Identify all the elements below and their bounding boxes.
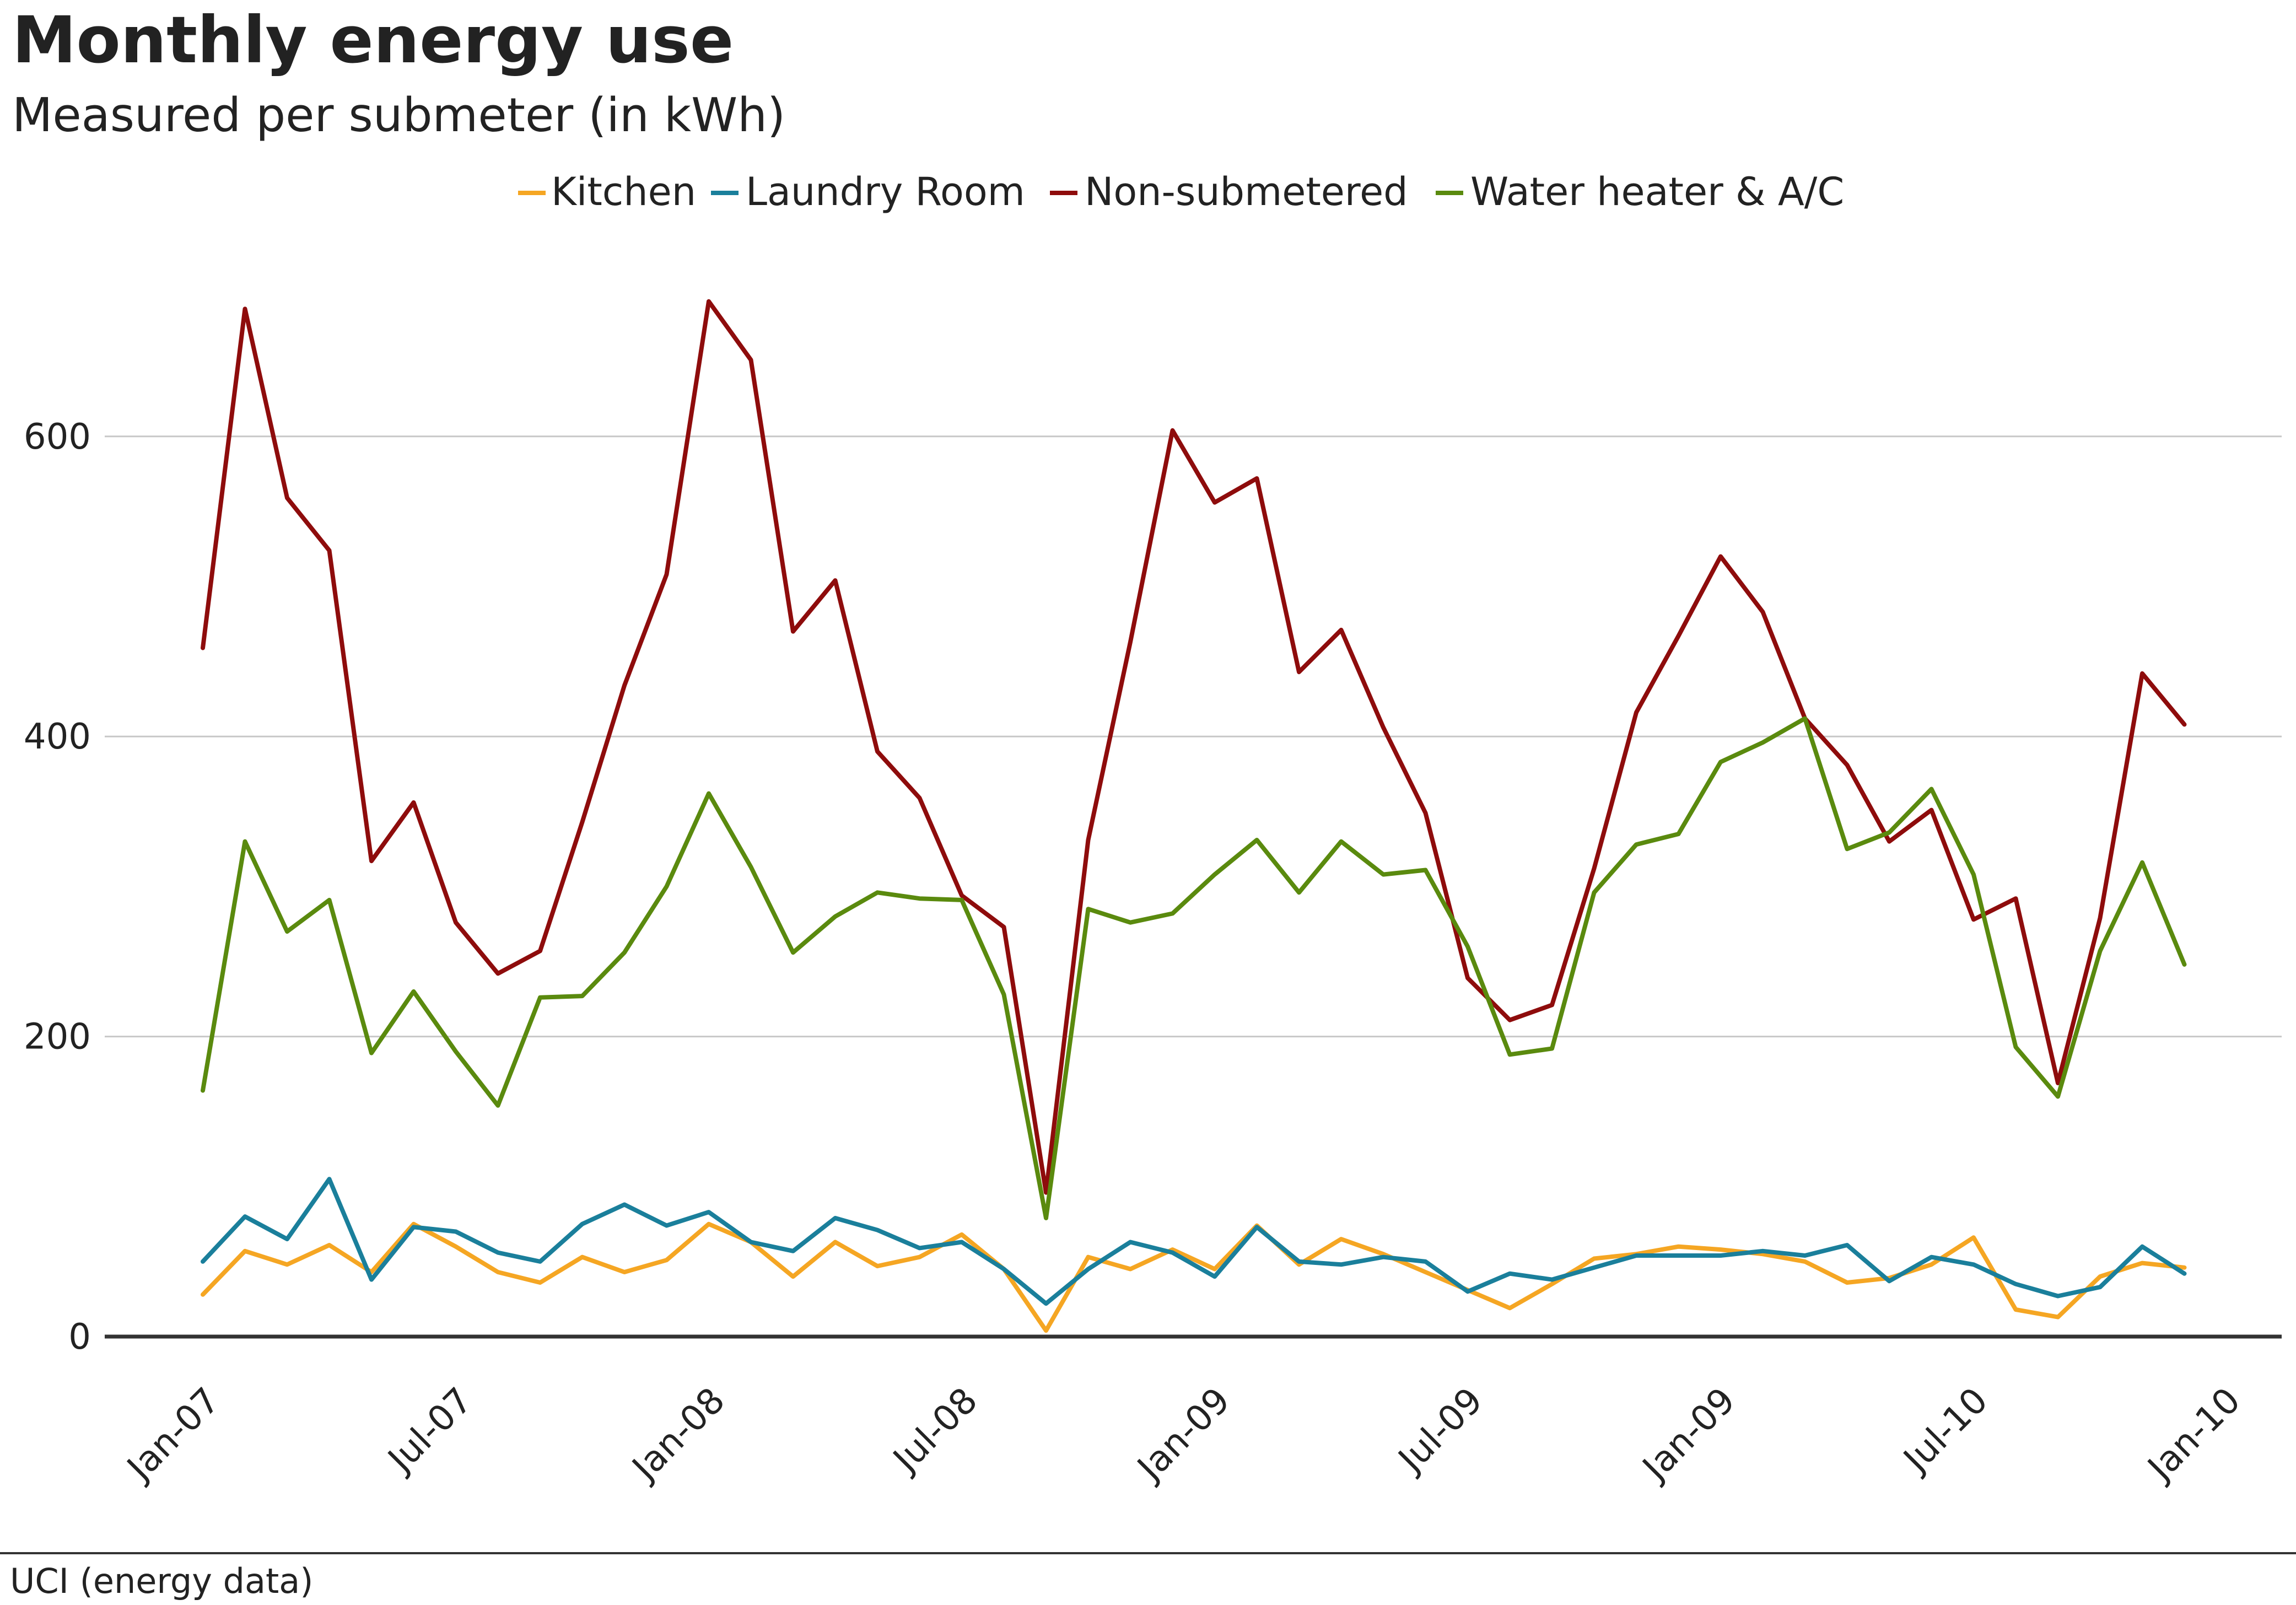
series-lines [201, 299, 2187, 1333]
legend: Kitchen Laundry Room Non-submetered Water h… [518, 169, 1844, 214]
x-tick-label: Jul-07 [379, 1380, 481, 1482]
x-tick-label: Jan-09 [1634, 1380, 1743, 1490]
x-tick-label: Jan-07 [118, 1380, 228, 1490]
series-line-non-submetered [201, 299, 2187, 1195]
y-tick-label: 200 [24, 1017, 91, 1058]
footer-divider [0, 1552, 2296, 1554]
x-tick-label: Jul-08 [885, 1380, 986, 1482]
legend-label: Water heater & A/C [1470, 169, 1844, 214]
y-tick-label: 0 [68, 1317, 91, 1358]
series-line-laundry-room [201, 1177, 2187, 1306]
grid-lines [105, 435, 2282, 1038]
y-tick-label: 400 [24, 717, 91, 757]
x-tick-label: Jul-09 [1389, 1380, 1491, 1482]
y-tick-label: 600 [24, 417, 91, 457]
x-tick-label: Jan-08 [623, 1380, 733, 1490]
series-line-kitchen [201, 1221, 2187, 1333]
source-note: UCI (energy data) [10, 1561, 314, 1601]
x-tick-label: Jan-09 [1129, 1380, 1238, 1490]
chart-title: Monthly energy use [12, 2, 734, 78]
y-axis-ticks: 0 200 400 600 [24, 417, 91, 1358]
chart-subtitle: Measured per submeter (in kWh) [12, 88, 786, 143]
legend-label: Laundry Room [746, 169, 1025, 214]
legend-label: Kitchen [551, 169, 696, 214]
legend-label: Non-submetered [1085, 169, 1408, 214]
x-axis-ticks: Jan-07 Jul-07 Jan-08 Jul-08 Jan-09 Jul-09 Jan-… [118, 1380, 2248, 1490]
series-line-water-heater-a-c [201, 716, 2187, 1220]
x-tick-label: Jul-10 [1895, 1380, 1996, 1482]
x-tick-label: Jan-10 [2139, 1380, 2249, 1490]
